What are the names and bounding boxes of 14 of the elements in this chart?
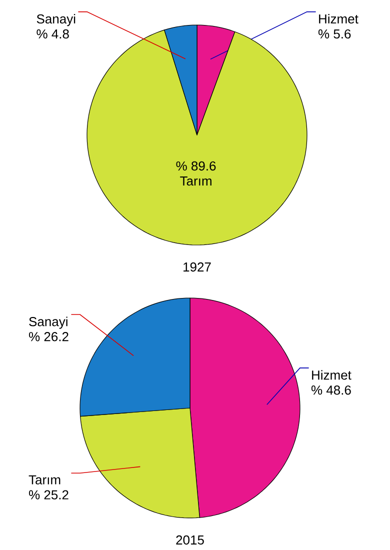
slice-label: Tarım (28, 475, 60, 484)
text: 2015 (176, 535, 204, 545)
slice-label: Sanayi (36, 14, 76, 26)
data-label: % 25.2 (28, 490, 68, 500)
slice-label: Hizmet (319, 14, 358, 24)
data-label: % 48.6 (311, 385, 351, 395)
slice-label: Sanayi (29, 316, 68, 329)
data-label: % 89.6 (176, 161, 216, 171)
slice-label: Hizmet (312, 370, 352, 380)
data-label: % 5.6 (318, 29, 351, 39)
slice-label: Tarım (180, 176, 212, 186)
data-label: % 4.8 (36, 29, 69, 39)
data-label: % 26.2 (28, 332, 68, 342)
text: 1927 (184, 262, 211, 272)
